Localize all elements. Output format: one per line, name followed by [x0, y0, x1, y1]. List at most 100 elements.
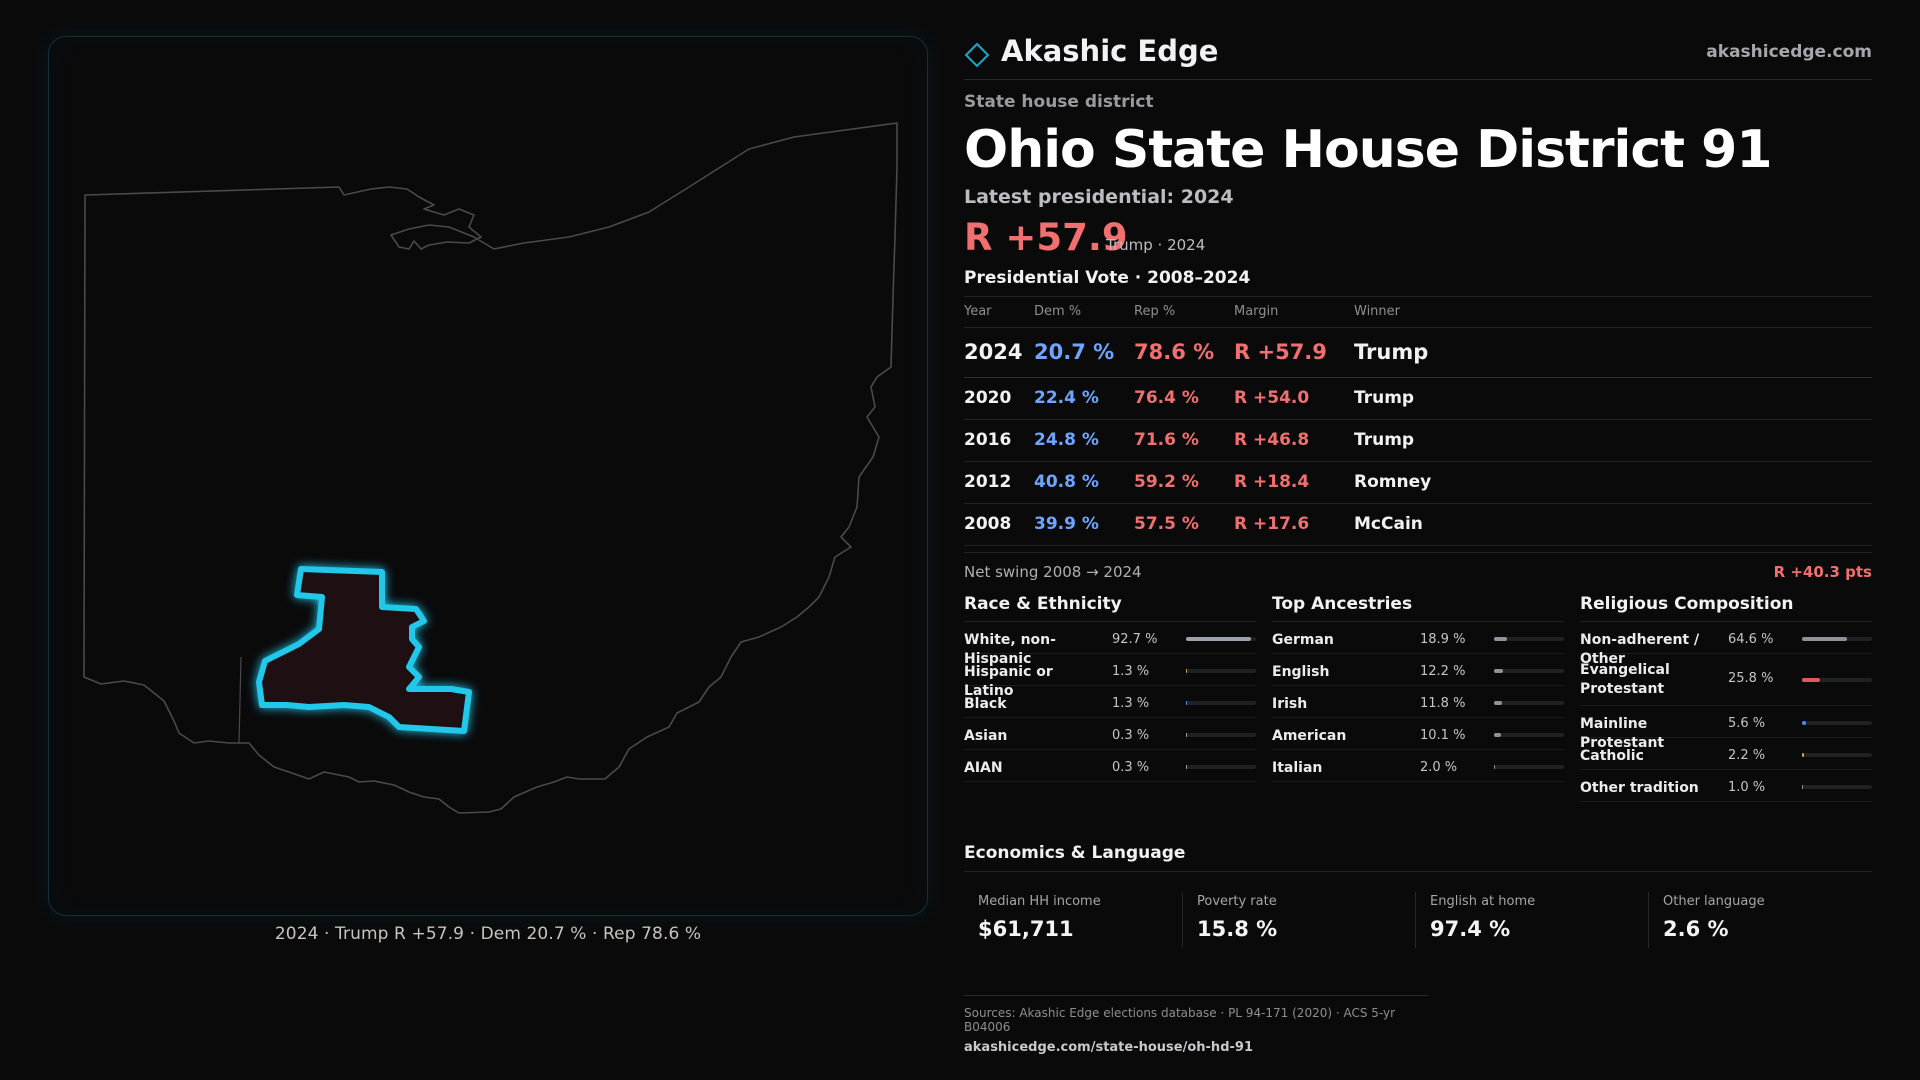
- stat-row-label: English: [1272, 663, 1330, 680]
- stat-row-bar: [1494, 764, 1564, 769]
- stat-row-value: 2.0 %: [1420, 759, 1458, 775]
- stat-row-bar-fill: [1802, 677, 1821, 682]
- table-row: 2008 39.9 % 57.5 % R +17.6 McCain: [964, 503, 1872, 546]
- stat-row-bar: [1494, 668, 1564, 673]
- stat-row: Irish 11.8 %: [1272, 686, 1564, 718]
- stat-row-label: Non-adherent / Other: [1580, 631, 1700, 667]
- stat-row-value: 25.8 %: [1728, 670, 1774, 686]
- stat-row-value: 12.2 %: [1420, 663, 1466, 679]
- table-row: 2024 20.7 % 78.6 % R +57.9 Trump: [964, 327, 1872, 378]
- stat-row-bar-fill: [1802, 752, 1804, 757]
- stat-row-bar: [1186, 668, 1256, 673]
- stat-value: $61,711: [978, 917, 1074, 941]
- stat-label: English at home: [1430, 894, 1536, 909]
- stat-row-bar-fill: [1494, 764, 1496, 769]
- district-shape[interactable]: [256, 566, 472, 734]
- stat-row: Black 1.3 %: [964, 686, 1256, 718]
- stat-row-label: German: [1272, 631, 1334, 648]
- county-line: [238, 656, 242, 744]
- stat-row: German 18.9 %: [1272, 622, 1564, 654]
- column-header-year: Year: [964, 297, 1034, 328]
- stat-row-bar: [1802, 720, 1872, 725]
- stat-row-bar: [1494, 732, 1564, 737]
- stat-row-value: 1.0 %: [1728, 779, 1766, 795]
- map-caption: 2024 · Trump R +57.9 · Dem 20.7 % · Rep …: [274, 924, 702, 944]
- stat-row-bar-fill: [1186, 764, 1188, 769]
- cell-year: 2016: [964, 419, 1034, 462]
- column-header-rep: Rep %: [1134, 297, 1234, 328]
- table-row: 2016 24.8 % 71.6 % R +46.8 Trump: [964, 419, 1872, 462]
- stat-row: Other tradition 1.0 %: [1580, 770, 1872, 802]
- stat-row: American 10.1 %: [1272, 718, 1564, 750]
- demographics: Race & Ethnicity White, non-Hispanic 92.7…: [964, 588, 1872, 828]
- district-map[interactable]: [49, 37, 929, 917]
- economics-cards: Median HH income $61,711 Poverty rate 15…: [964, 888, 1872, 948]
- stat-card-other-language: Other language 2.6 %: [1648, 892, 1868, 948]
- stat-row-bar-fill: [1802, 784, 1804, 789]
- stat-row-label: Asian: [964, 727, 1008, 744]
- cell-dem: 22.4 %: [1034, 377, 1134, 420]
- sources: Sources: Akashic Edge elections database…: [964, 995, 1428, 1055]
- column-header-margin: Margin: [1234, 297, 1354, 328]
- brand-url[interactable]: akashicedge.com: [1706, 42, 1872, 62]
- stat-row-label: Black: [964, 695, 1007, 712]
- table-row: 2012 40.8 % 59.2 % R +18.4 Romney: [964, 461, 1872, 504]
- page-title: Ohio State House District 91: [964, 120, 1773, 180]
- sources-line: Sources: Akashic Edge elections database…: [964, 1006, 1396, 1034]
- table-row: 2020 22.4 % 76.4 % R +54.0 Trump: [964, 377, 1872, 420]
- net-swing-value: R +40.3 pts: [1773, 562, 1872, 581]
- map-panel[interactable]: [48, 36, 928, 916]
- latest-margin: R +57.9 Trump · 2024: [964, 216, 1872, 262]
- stat-row-label: Hispanic or Latino: [964, 663, 1053, 699]
- stat-row-bar-fill: [1186, 732, 1188, 737]
- margin-value: R +57.9: [964, 216, 1128, 259]
- stat-row: Hispanic or Latino 1.3 %: [964, 654, 1256, 699]
- net-swing-label: Net swing 2008 → 2024: [964, 562, 1142, 581]
- stat-row-label: Italian: [1272, 759, 1323, 776]
- stat-row-value: 0.3 %: [1112, 759, 1150, 775]
- stat-row: AIAN 0.3 %: [964, 750, 1256, 782]
- stat-row: English 12.2 %: [1272, 654, 1564, 686]
- stat-row-bar: [1802, 677, 1872, 682]
- stat-row-label: White, non-Hispanic: [964, 631, 1056, 667]
- stat-row: Asian 0.3 %: [964, 718, 1256, 750]
- stat-row-bar: [1186, 764, 1256, 769]
- stat-row-value: 10.1 %: [1420, 727, 1466, 743]
- presidential-vote-table: Year Dem % Rep % Margin Winner 2024 20.7…: [964, 297, 1872, 546]
- cell-winner: Trump: [1354, 327, 1872, 378]
- cell-dem: 39.9 %: [1034, 503, 1134, 546]
- section-title: Religious Composition: [1580, 588, 1872, 622]
- stat-row-label: AIAN: [964, 759, 1003, 776]
- district-type: State house district: [964, 92, 1154, 112]
- stat-row-bar: [1186, 636, 1256, 641]
- stat-row-label: Catholic: [1580, 747, 1644, 764]
- cell-margin: R +46.8: [1234, 419, 1354, 462]
- presidential-vote-title: Presidential Vote · 2008–2024: [964, 268, 1872, 297]
- cell-dem: 24.8 %: [1034, 419, 1134, 462]
- stat-label: Median HH income: [978, 894, 1101, 909]
- stat-label: Other language: [1663, 894, 1765, 909]
- stat-row-bar: [1802, 752, 1872, 757]
- source-url[interactable]: akashicedge.com/state-house/oh-hd-91: [964, 1040, 1253, 1055]
- stat-row: Catholic 2.2 %: [1580, 738, 1872, 770]
- stat-row-bar-fill: [1186, 636, 1251, 641]
- cell-margin: R +18.4: [1234, 461, 1354, 504]
- stat-row-value: 1.3 %: [1112, 663, 1150, 679]
- stat-row-value: 2.2 %: [1728, 747, 1766, 763]
- stat-row-bar: [1802, 636, 1872, 641]
- stat-value: 15.8 %: [1197, 917, 1278, 941]
- stat-row-bar: [1494, 636, 1564, 641]
- economics-title: Economics & Language: [964, 843, 1872, 872]
- stat-value: 2.6 %: [1663, 917, 1729, 941]
- diamond-logo-icon: [964, 42, 990, 68]
- stat-label: Poverty rate: [1197, 894, 1277, 909]
- cell-margin: R +57.9: [1234, 327, 1354, 378]
- stat-card-poverty: Poverty rate 15.8 %: [1182, 892, 1402, 948]
- stat-row-label: Other tradition: [1580, 779, 1699, 796]
- stat-row-value: 64.6 %: [1728, 631, 1774, 647]
- stat-row-value: 1.3 %: [1112, 695, 1150, 711]
- column-header-dem: Dem %: [1034, 297, 1134, 328]
- cell-rep: 57.5 %: [1134, 503, 1234, 546]
- brand-name: Akashic Edge: [1001, 34, 1219, 68]
- stat-row-bar: [1186, 700, 1256, 705]
